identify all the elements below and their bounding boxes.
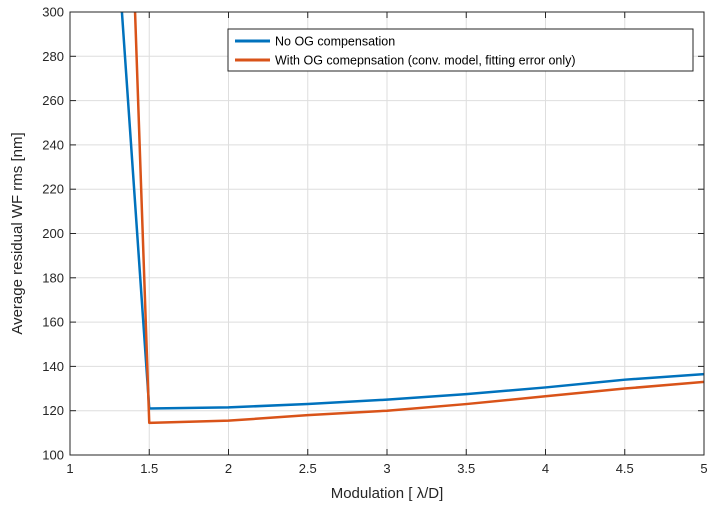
legend: No OG compensation With OG comepnsation … (227, 28, 694, 72)
x-tick-label: 3.5 (457, 461, 475, 476)
series-line-1 (133, 12, 704, 425)
y-tick-label: 300 (42, 5, 64, 20)
legend-label-with-og: With OG comepnsation (conv. model, fitti… (275, 54, 576, 68)
x-tick-label: 1 (66, 461, 73, 476)
x-tick-label: 2 (225, 461, 232, 476)
y-tick-label: 120 (42, 403, 64, 418)
x-tick-label: 5 (700, 461, 707, 476)
x-tick-label: 2.5 (299, 461, 317, 476)
y-tick-label: 180 (42, 270, 64, 285)
series-line-0 (120, 12, 704, 410)
y-axis-label: Average residual WF rms [nm] (9, 132, 26, 334)
y-tick-label: 140 (42, 359, 64, 374)
y-tick-label: 160 (42, 315, 64, 330)
y-tick-label: 260 (42, 93, 64, 108)
y-tick-label: 280 (42, 49, 64, 64)
legend-box (227, 28, 694, 72)
y-tick-label: 220 (42, 182, 64, 197)
x-tick-label: 3 (383, 461, 390, 476)
axis-ticks: 1 1.5 2 2.5 3 3.5 4 4.5 5 100 120 140 160 180 200 220 24… (42, 5, 707, 477)
x-tick-label: 4.5 (616, 461, 634, 476)
y-tick-label: 240 (42, 137, 64, 152)
legend-label-no-og: No OG compensation (275, 35, 395, 49)
x-tick-label: 1.5 (140, 461, 158, 476)
y-tick-label: 200 (42, 226, 64, 241)
series-lines (120, 12, 704, 425)
x-tick-label: 4 (542, 461, 549, 476)
y-tick-label: 100 (42, 448, 64, 463)
x-axis-label: Modulation [ λ/D] (331, 485, 444, 502)
